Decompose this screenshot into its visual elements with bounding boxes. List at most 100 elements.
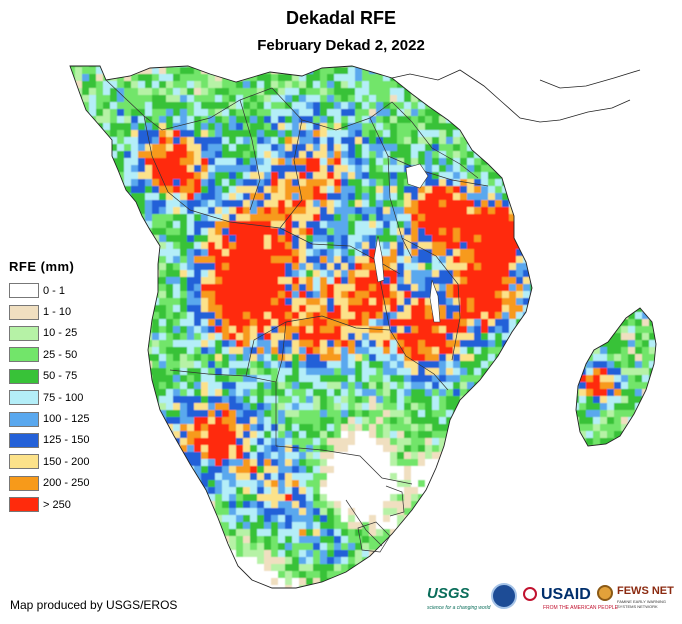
rainfall-cell <box>159 74 167 82</box>
rainfall-cell <box>194 179 202 187</box>
rainfall-cell <box>187 431 195 439</box>
rainfall-cell <box>418 102 426 110</box>
rainfall-cell <box>670 291 678 299</box>
rainfall-cell <box>271 235 279 243</box>
rainfall-cell <box>460 284 468 292</box>
rainfall-cell <box>278 228 286 236</box>
rainfall-cell <box>425 417 433 425</box>
rainfall-cell <box>327 221 335 229</box>
rainfall-cell <box>565 221 573 229</box>
rainfall-cell <box>565 179 573 187</box>
rainfall-cell <box>173 389 181 397</box>
rainfall-cell <box>264 66 272 68</box>
rainfall-cell <box>369 277 377 285</box>
rainfall-cell <box>145 95 153 103</box>
rainfall-cell <box>628 354 636 362</box>
rainfall-cell <box>187 382 195 390</box>
rainfall-cell <box>236 172 244 180</box>
rainfall-cell <box>341 410 349 418</box>
rainfall-cell <box>110 382 118 390</box>
rainfall-cell <box>614 193 622 201</box>
rainfall-cell <box>70 242 76 250</box>
rainfall-cell <box>544 179 552 187</box>
rainfall-cell <box>530 67 538 75</box>
rainfall-cell <box>663 354 671 362</box>
rainfall-cell <box>663 130 671 138</box>
rainfall-cell <box>54 235 62 243</box>
rainfall-cell <box>635 354 643 362</box>
rainfall-cell <box>145 88 153 96</box>
rainfall-cell <box>110 144 118 152</box>
rainfall-cell <box>215 270 223 278</box>
rainfall-cell <box>516 235 524 243</box>
rainfall-cell <box>257 66 265 68</box>
rainfall-cell <box>166 298 174 306</box>
rainfall-cell <box>145 249 153 257</box>
rainfall-cell <box>425 375 433 383</box>
rainfall-cell <box>264 130 272 138</box>
rainfall-cell <box>264 172 272 180</box>
rainfall-cell <box>418 291 426 299</box>
rainfall-cell <box>558 235 566 243</box>
rainfall-cell <box>642 312 650 320</box>
rainfall-cell <box>369 66 377 68</box>
rainfall-cell <box>586 389 594 397</box>
rainfall-cell <box>124 116 132 124</box>
rainfall-cell <box>551 74 559 82</box>
rainfall-cell <box>250 130 258 138</box>
rainfall-cell <box>82 74 90 82</box>
rainfall-cell <box>670 361 678 369</box>
rainfall-cell <box>614 284 622 292</box>
rainfall-cell <box>397 326 405 334</box>
rainfall-cell <box>159 235 167 243</box>
rainfall-cell <box>390 361 398 369</box>
rainfall-cell <box>271 193 279 201</box>
rainfall-cell <box>677 123 680 131</box>
rainfall-cell <box>677 235 680 243</box>
rainfall-cell <box>40 116 48 124</box>
rainfall-cell <box>222 130 230 138</box>
rainfall-cell <box>383 66 391 68</box>
rainfall-cell <box>432 130 440 138</box>
rainfall-cell <box>642 74 650 82</box>
rainfall-cell <box>642 207 650 215</box>
rainfall-cell <box>285 410 293 418</box>
rainfall-cell <box>446 228 454 236</box>
rainfall-cell <box>243 214 251 222</box>
rainfall-cell <box>201 109 209 117</box>
rainfall-cell <box>579 116 587 124</box>
rainfall-cell <box>320 417 328 425</box>
rainfall-cell <box>117 67 125 75</box>
rainfall-cell <box>670 298 678 306</box>
rainfall-cell <box>187 214 195 222</box>
rainfall-cell <box>320 396 328 404</box>
rainfall-cell <box>278 361 286 369</box>
rainfall-cell <box>271 137 279 145</box>
rainfall-cell <box>593 144 601 152</box>
rainfall-cell <box>460 354 468 362</box>
rainfall-cell <box>418 368 426 376</box>
rainfall-cell <box>131 291 139 299</box>
rainfall-cell <box>334 165 342 173</box>
rainfall-cell <box>243 165 251 173</box>
rainfall-cell <box>432 66 440 68</box>
rainfall-cell <box>110 102 118 110</box>
rainfall-cell <box>628 305 636 313</box>
rainfall-cell <box>82 221 90 229</box>
rainfall-cell <box>131 228 139 236</box>
rainfall-cell <box>621 172 629 180</box>
rainfall-cell <box>663 67 671 75</box>
rainfall-cell <box>474 291 482 299</box>
rainfall-cell <box>229 291 237 299</box>
rainfall-cell <box>89 102 97 110</box>
rainfall-cell <box>159 270 167 278</box>
rainfall-cell <box>516 158 524 166</box>
rainfall-cell <box>621 130 629 138</box>
rainfall-cell <box>600 263 608 271</box>
rainfall-cell <box>488 291 496 299</box>
rainfall-cell <box>215 207 223 215</box>
rainfall-cell <box>82 200 90 208</box>
rainfall-cell <box>677 354 680 362</box>
rainfall-cell <box>159 326 167 334</box>
rainfall-cell <box>383 305 391 313</box>
